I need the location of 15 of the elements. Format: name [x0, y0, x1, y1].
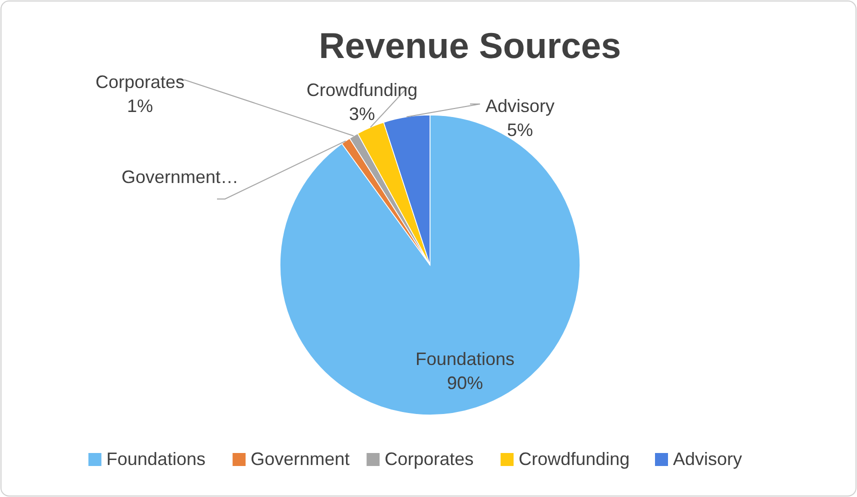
slice-label: Corporates: [95, 72, 185, 92]
slice-label: Foundations: [415, 349, 515, 369]
legend-label: Corporates: [384, 449, 474, 469]
legend-label: Advisory: [673, 449, 742, 469]
legend-label: Foundations: [106, 449, 206, 469]
legend-label: Crowdfunding: [518, 449, 630, 469]
data-label: 1%: [126, 96, 154, 116]
slice-label: Advisory: [485, 96, 555, 116]
slice-label: Crowdfunding: [306, 80, 418, 100]
legend-label: Government: [250, 449, 350, 469]
chart-title: Revenue Sources: [318, 25, 622, 66]
data-label: 3%: [348, 104, 376, 124]
data-label: 90%: [446, 373, 484, 393]
data-label: 5%: [506, 120, 534, 140]
category-label: Government…: [121, 167, 239, 187]
